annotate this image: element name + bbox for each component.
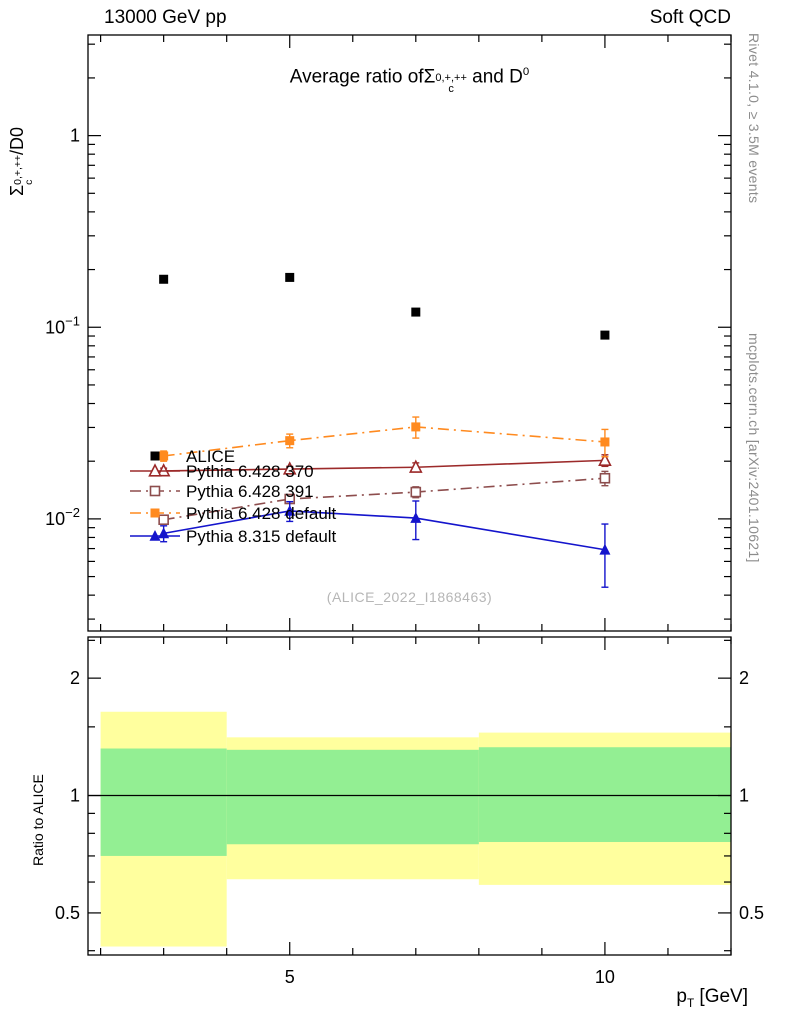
ratio-y-axis-label: Ratio to ALICE: [30, 774, 46, 866]
title-mid: and D: [466, 66, 523, 88]
series-pythia-8-315-default: [158, 500, 611, 588]
rivet-version-note: Rivet 4.1.0, ≥ 3.5M events: [746, 33, 762, 204]
x-tick-label: 10: [595, 967, 615, 987]
legend-label: Pythia 6.428 370: [186, 462, 314, 481]
legend-label: Pythia 8.315 default: [186, 527, 337, 546]
title-prefix: Average ratio of: [289, 66, 424, 88]
axis-ticks: [88, 35, 732, 955]
legend-item-pythia-6-428-391: Pythia 6.428 391: [130, 482, 314, 501]
analysis-id-watermark: (ALICE_2022_I1868463): [326, 589, 493, 605]
mcplots-arxiv-note: mcplots.cern.ch [arXiv:2401.10621]: [746, 333, 762, 563]
axis-tick-labels: 1 10−1 10−2 0.5 0.5 1 1 2 2 5 10: [45, 126, 764, 987]
ratio-uncertainty-bands: [100, 711, 731, 947]
header-process-group: Soft QCD: [649, 7, 731, 28]
legend-item-pythia-8-315-default: Pythia 8.315 default: [130, 527, 337, 546]
y-tick-label: 1: [70, 126, 80, 146]
sigma-scripts: 0,+,++ c: [435, 71, 467, 95]
green-band: [226, 749, 479, 845]
ratio-tick-label-left: 2: [70, 668, 80, 688]
green-band: [478, 747, 731, 843]
d-superscript: 0: [522, 66, 530, 78]
ratio-tick-label-left: 0.5: [55, 903, 80, 923]
ratio-tick-label-left: 1: [70, 786, 80, 806]
legend-item-pythia-6-428-default: Pythia 6.428 default: [130, 504, 337, 523]
legend-label: Pythia 6.428 391: [186, 482, 314, 501]
ratio-tick-label-right: 2: [739, 668, 749, 688]
series-alice: [159, 272, 610, 340]
legend-item-alice: ALICE: [150, 447, 235, 466]
legend-label: ALICE: [186, 447, 235, 466]
ratio-tick-label-right: 0.5: [739, 903, 764, 923]
main-y-axis-label: Σ 0,+,++ c/D0: [7, 126, 35, 196]
sigma-symbol: Σ: [423, 66, 436, 88]
green-band: [100, 748, 227, 856]
legend-label: Pythia 6.428 default: [186, 504, 337, 523]
y-tick-label: 10−2: [45, 505, 80, 529]
series-pythia-6-428-default: [159, 416, 610, 462]
data-series: [156, 272, 612, 588]
header-beam-energy: 13000 GeV pp: [104, 7, 227, 28]
legend-item-pythia-6-428-370: Pythia 6.428 370: [130, 462, 314, 481]
y-tick-label: 10−1: [45, 313, 80, 337]
x-axis-label: pT [GeV]: [676, 986, 748, 1010]
ratio-tick-label-right: 1: [739, 786, 749, 806]
plot-title: Average ratio ofΣ 0,+,++ c and D0: [88, 66, 731, 95]
x-tick-label: 5: [285, 967, 295, 987]
